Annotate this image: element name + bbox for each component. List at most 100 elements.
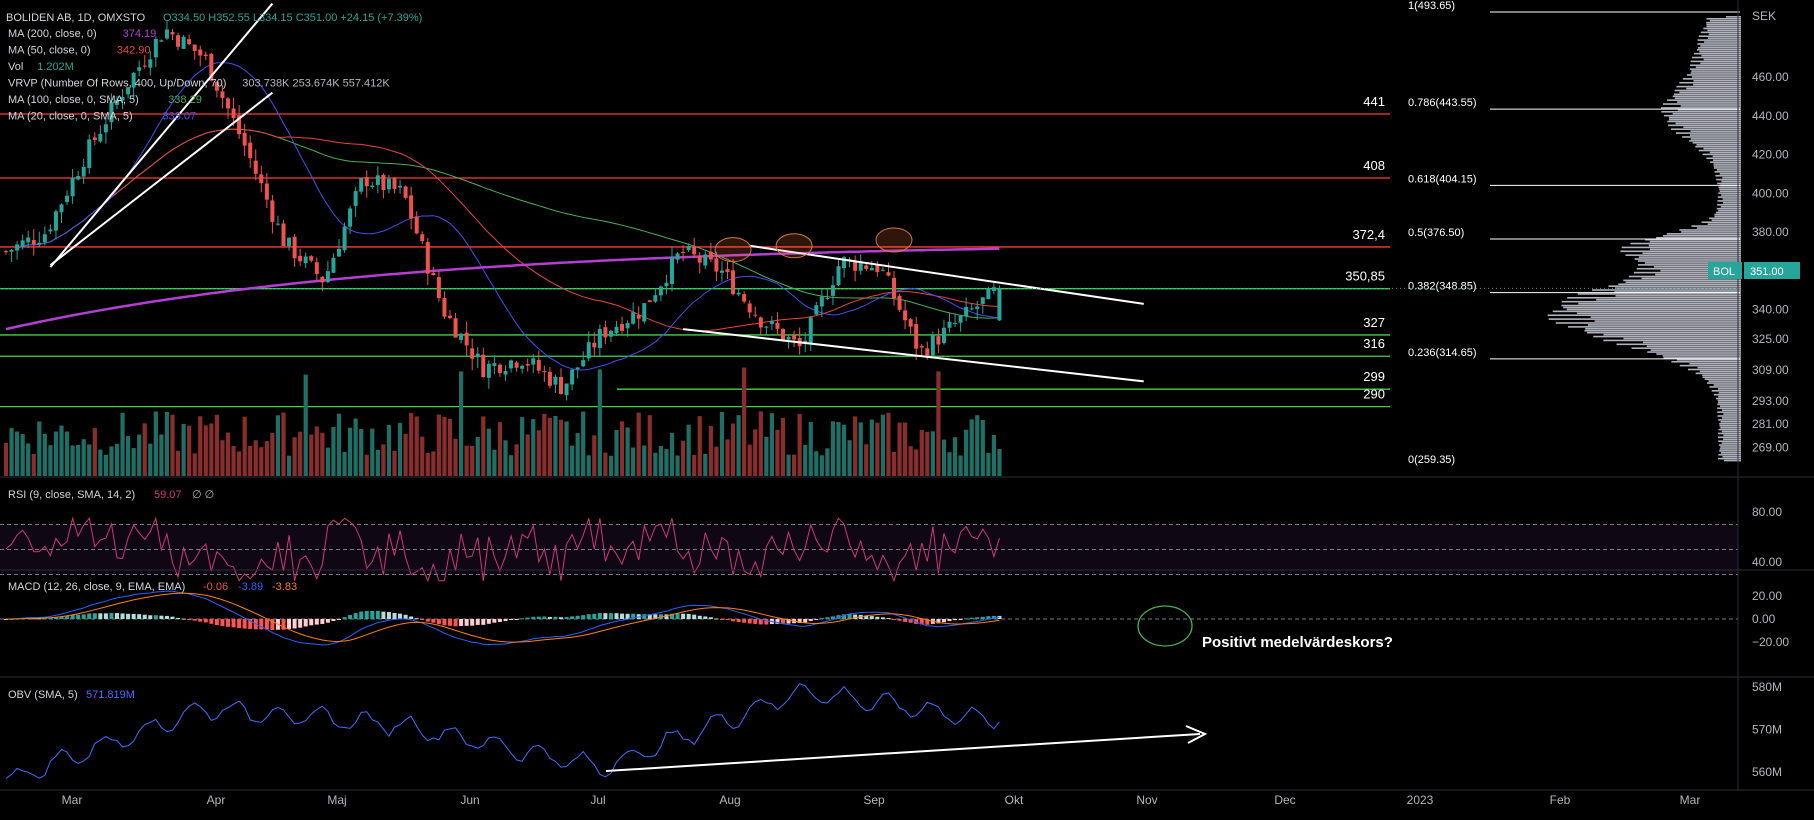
- candle[interactable]: [525, 358, 530, 372]
- candle[interactable]: [59, 203, 64, 224]
- candle[interactable]: [792, 330, 797, 348]
- candle[interactable]: [719, 261, 724, 282]
- candle[interactable]: [836, 258, 841, 287]
- candle[interactable]: [370, 181, 375, 189]
- obv-pane[interactable]: 580M 570M 560M: [5, 680, 1782, 779]
- candle[interactable]: [409, 186, 414, 230]
- candle[interactable]: [65, 190, 70, 205]
- candle[interactable]: [914, 316, 919, 360]
- candle[interactable]: [470, 338, 475, 371]
- candle[interactable]: [20, 234, 25, 250]
- candle[interactable]: [120, 88, 125, 110]
- candle[interactable]: [164, 19, 169, 41]
- candle[interactable]: [115, 96, 119, 110]
- candle[interactable]: [869, 260, 874, 271]
- candle[interactable]: [964, 297, 969, 322]
- candle[interactable]: [670, 246, 674, 292]
- candle[interactable]: [686, 243, 691, 253]
- candle[interactable]: [819, 288, 824, 318]
- candle[interactable]: [375, 166, 380, 194]
- candle[interactable]: [264, 173, 269, 209]
- candle[interactable]: [26, 230, 31, 249]
- candle[interactable]: [775, 312, 780, 336]
- candle[interactable]: [941, 319, 946, 345]
- candle[interactable]: [464, 321, 469, 356]
- candle[interactable]: [303, 252, 308, 268]
- candle[interactable]: [337, 238, 341, 257]
- candle[interactable]: [758, 316, 763, 335]
- candle[interactable]: [359, 177, 364, 195]
- candle[interactable]: [198, 45, 203, 67]
- candle[interactable]: [92, 132, 97, 146]
- candle[interactable]: [53, 209, 58, 240]
- candle[interactable]: [392, 177, 397, 194]
- candle[interactable]: [414, 211, 419, 235]
- candle[interactable]: [664, 274, 669, 295]
- candle[interactable]: [509, 359, 514, 373]
- candle[interactable]: [220, 85, 225, 109]
- candle[interactable]: [37, 231, 42, 247]
- candle[interactable]: [681, 245, 686, 262]
- candle[interactable]: [514, 360, 519, 372]
- candle[interactable]: [953, 313, 958, 327]
- candle[interactable]: [431, 266, 436, 276]
- indicator-label[interactable]: MA (200, close, 0): [8, 28, 97, 40]
- candle[interactable]: [253, 149, 258, 181]
- candle[interactable]: [131, 71, 136, 100]
- candle[interactable]: [714, 251, 719, 282]
- candle[interactable]: [442, 291, 447, 320]
- candle[interactable]: [148, 51, 153, 76]
- candle[interactable]: [126, 87, 131, 99]
- candle[interactable]: [597, 324, 602, 358]
- candle[interactable]: [142, 55, 147, 69]
- candle[interactable]: [725, 261, 730, 279]
- candle[interactable]: [808, 316, 813, 352]
- trend-line[interactable]: [49, 91, 274, 266]
- candle[interactable]: [592, 332, 597, 356]
- candle[interactable]: [520, 364, 525, 374]
- candle[interactable]: [736, 288, 741, 297]
- candle[interactable]: [997, 285, 1002, 322]
- candle[interactable]: [15, 241, 20, 260]
- candle[interactable]: [348, 205, 353, 234]
- symbol-line[interactable]: BOLIDEN AB, 1D, OMXSTO: [6, 12, 146, 24]
- candle[interactable]: [880, 267, 885, 272]
- candle[interactable]: [226, 97, 230, 119]
- candle[interactable]: [214, 81, 219, 98]
- trend-line[interactable]: [682, 328, 1144, 383]
- candle[interactable]: [647, 300, 652, 303]
- candle[interactable]: [853, 255, 858, 282]
- candle[interactable]: [275, 215, 280, 226]
- candle[interactable]: [858, 254, 863, 275]
- candle[interactable]: [536, 350, 541, 374]
- candle[interactable]: [642, 302, 647, 324]
- candle[interactable]: [631, 302, 636, 325]
- candle[interactable]: [692, 237, 697, 259]
- candle[interactable]: [825, 288, 830, 300]
- candle[interactable]: [309, 255, 314, 263]
- candle[interactable]: [764, 325, 769, 335]
- candle[interactable]: [403, 185, 408, 200]
- candle[interactable]: [481, 347, 486, 378]
- candle[interactable]: [342, 222, 347, 253]
- candle[interactable]: [492, 355, 497, 375]
- candle[interactable]: [703, 250, 708, 270]
- candle[interactable]: [48, 224, 53, 235]
- candle[interactable]: [9, 249, 14, 262]
- indicator-label[interactable]: MA (50, close, 0): [8, 45, 91, 57]
- macd-pane[interactable]: 20.00 0.00 −20.00: [0, 589, 1789, 649]
- indicator-label[interactable]: MA (100, close, 0, SMA, 5): [8, 94, 139, 106]
- candle[interactable]: [936, 328, 941, 353]
- candle[interactable]: [448, 310, 452, 320]
- candle[interactable]: [420, 231, 425, 244]
- candle[interactable]: [459, 332, 464, 344]
- candle[interactable]: [386, 175, 391, 194]
- candle[interactable]: [620, 316, 625, 334]
- macd-title[interactable]: MACD (12, 26, close, 9, EMA, EMA): [8, 581, 185, 593]
- candle[interactable]: [314, 257, 319, 280]
- candle[interactable]: [575, 367, 580, 379]
- candle[interactable]: [475, 347, 480, 368]
- rsi-title[interactable]: RSI (9, close, SMA, 14, 2): [8, 489, 135, 501]
- candle[interactable]: [381, 173, 386, 199]
- rsi-pane[interactable]: 80.00 40.00: [0, 505, 1782, 583]
